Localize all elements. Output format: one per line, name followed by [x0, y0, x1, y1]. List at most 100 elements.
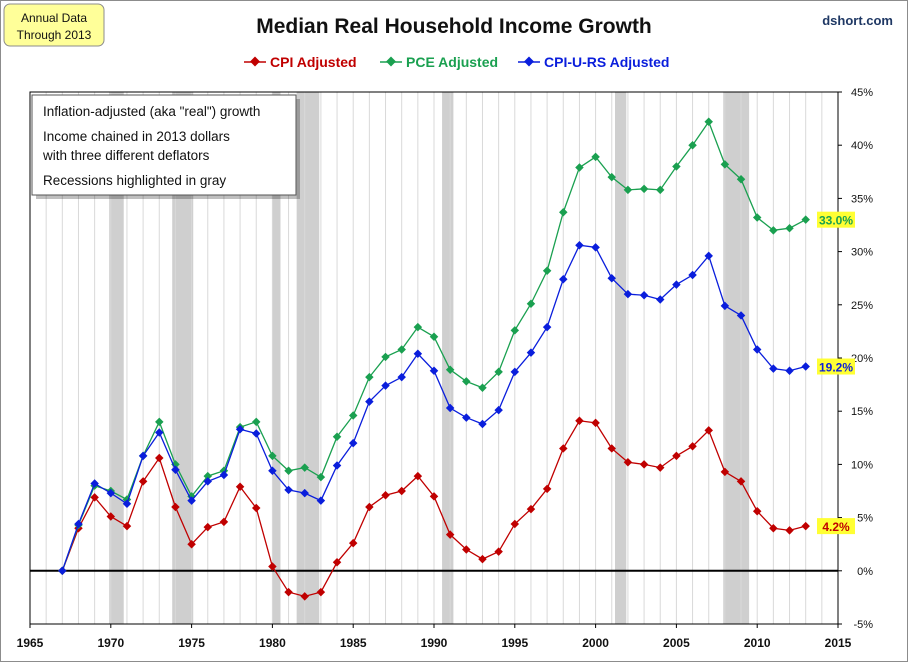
- data-point-cpiurs: [365, 397, 374, 406]
- data-point-cpiurs: [559, 275, 568, 284]
- y-tick-label: 0%: [857, 566, 873, 578]
- data-point-pce: [413, 322, 423, 332]
- legend-item-pce: PCE Adjusted: [380, 54, 498, 70]
- data-point-cpiurs: [300, 488, 309, 498]
- data-point-cpi: [607, 444, 617, 453]
- data-point-cpiurs: [542, 322, 552, 332]
- data-point-cpiurs: [413, 349, 423, 358]
- legend-label-cpi: CPI Adjusted: [270, 54, 357, 70]
- legend-label-pce: PCE Adjusted: [406, 54, 498, 70]
- data-point-cpiurs: [316, 496, 326, 505]
- data-point-cpi: [429, 492, 439, 501]
- data-point-pce: [332, 432, 342, 441]
- badge-box: [3, 3, 105, 47]
- data-point-cpiurs: [171, 465, 180, 474]
- end-label-text: 33.0%: [819, 214, 853, 228]
- data-point-cpi: [138, 477, 148, 486]
- data-point-cpiurs: [785, 366, 794, 376]
- data-point-cpi: [591, 418, 600, 428]
- end-label-text: 19.2%: [819, 361, 853, 375]
- recession-band: [272, 92, 281, 624]
- x-tick-label: 1990: [421, 636, 448, 650]
- data-point-cpiurs: [90, 479, 99, 488]
- data-point-cpiurs: [672, 280, 681, 289]
- badge-line-2: Through 2013: [17, 28, 92, 42]
- recession-band: [296, 92, 320, 624]
- source-label: dshort.com: [822, 13, 893, 28]
- data-point-pce: [510, 326, 520, 335]
- end-label-cpi: 4.2%: [817, 518, 855, 535]
- data-point-cpiurs: [688, 270, 697, 280]
- data-point-cpiurs: [155, 428, 164, 437]
- data-point-pce: [348, 411, 358, 420]
- data-point-cpiurs: [623, 289, 633, 299]
- data-point-cpi: [348, 538, 358, 548]
- data-point-cpi: [623, 458, 633, 467]
- data-point-pce: [155, 417, 164, 427]
- data-point-pce: [429, 332, 439, 341]
- data-point-pce: [284, 466, 293, 476]
- data-point-cpi: [655, 463, 665, 472]
- data-point-cpi: [736, 477, 746, 486]
- data-point-cpiurs: [769, 364, 778, 373]
- data-point-cpiurs: [445, 403, 455, 413]
- annual-data-badge: Annual Data Through 2013: [3, 3, 105, 47]
- data-point-cpiurs: [332, 461, 342, 470]
- data-point-cpiurs: [348, 438, 358, 448]
- data-point-cpiurs: [268, 466, 277, 476]
- data-point-pce: [397, 345, 406, 354]
- data-point-cpiurs: [235, 425, 245, 434]
- y-tick-label: 10%: [851, 459, 873, 471]
- data-point-cpiurs: [106, 488, 116, 498]
- notes-box: Inflation-adjusted (aka "real") growth I…: [31, 94, 300, 199]
- data-point-cpiurs: [736, 311, 746, 320]
- legend-label-cpiurs: CPI-U-RS Adjusted: [544, 54, 669, 70]
- badge-line-1: Annual Data: [21, 11, 87, 25]
- note-line-4: Recessions highlighted in gray: [43, 173, 226, 188]
- data-point-cpi: [171, 502, 180, 512]
- y-tick-label: 40%: [851, 140, 873, 152]
- data-point-cpi: [445, 530, 455, 539]
- data-point-cpiurs: [429, 366, 439, 376]
- data-point-cpiurs: [122, 499, 132, 509]
- data-point-pce: [365, 372, 374, 382]
- data-point-cpiurs: [510, 367, 520, 377]
- x-tick-label: 2015: [825, 636, 852, 650]
- data-point-cpiurs: [462, 413, 471, 422]
- x-tick-label: 1965: [17, 636, 44, 650]
- data-point-cpi: [268, 562, 277, 571]
- note-line-1: Inflation-adjusted (aka "real") growth: [43, 104, 260, 119]
- data-point-cpi: [365, 502, 374, 512]
- legend-item-cpiurs: CPI-U-RS Adjusted: [518, 54, 669, 70]
- x-tick-label: 2010: [744, 636, 771, 650]
- data-point-cpiurs: [138, 451, 148, 461]
- recession-band: [723, 92, 750, 624]
- chart-title: Median Real Household Income Growth: [256, 15, 652, 38]
- data-point-pce: [478, 383, 487, 393]
- recession-band: [442, 92, 454, 624]
- end-label-bg: [817, 518, 855, 535]
- data-point-cpi: [316, 587, 326, 597]
- x-tick-label: 1995: [501, 636, 528, 650]
- data-point-cpiurs: [284, 485, 293, 495]
- data-point-pce: [381, 352, 390, 362]
- data-point-cpi: [704, 426, 713, 435]
- x-tick-label: 1975: [178, 636, 205, 650]
- data-point-cpi: [413, 471, 423, 481]
- data-point-pce: [445, 365, 455, 374]
- data-point-cpi: [559, 444, 568, 453]
- data-point-cpi: [639, 460, 649, 469]
- data-point-cpi: [769, 523, 778, 533]
- data-point-cpi: [381, 491, 390, 500]
- legend-item-cpi: CPI Adjusted: [244, 54, 357, 70]
- data-point-cpi: [155, 453, 164, 463]
- data-point-cpi: [688, 442, 697, 451]
- end-label-text: 4.2%: [822, 520, 850, 534]
- x-axis: 1965 1970 1975 1980 1985 1990 1995 2000 2005 2010…: [17, 624, 852, 650]
- data-point-cpiurs: [219, 470, 229, 480]
- data-point-cpiurs: [526, 348, 536, 357]
- data-point-cpiurs: [801, 362, 810, 371]
- data-point-cpi: [526, 504, 536, 514]
- y-axis: -5% 0% 5% 10% 15% 20% 25% 30% 35% 40% 45%: [838, 87, 873, 631]
